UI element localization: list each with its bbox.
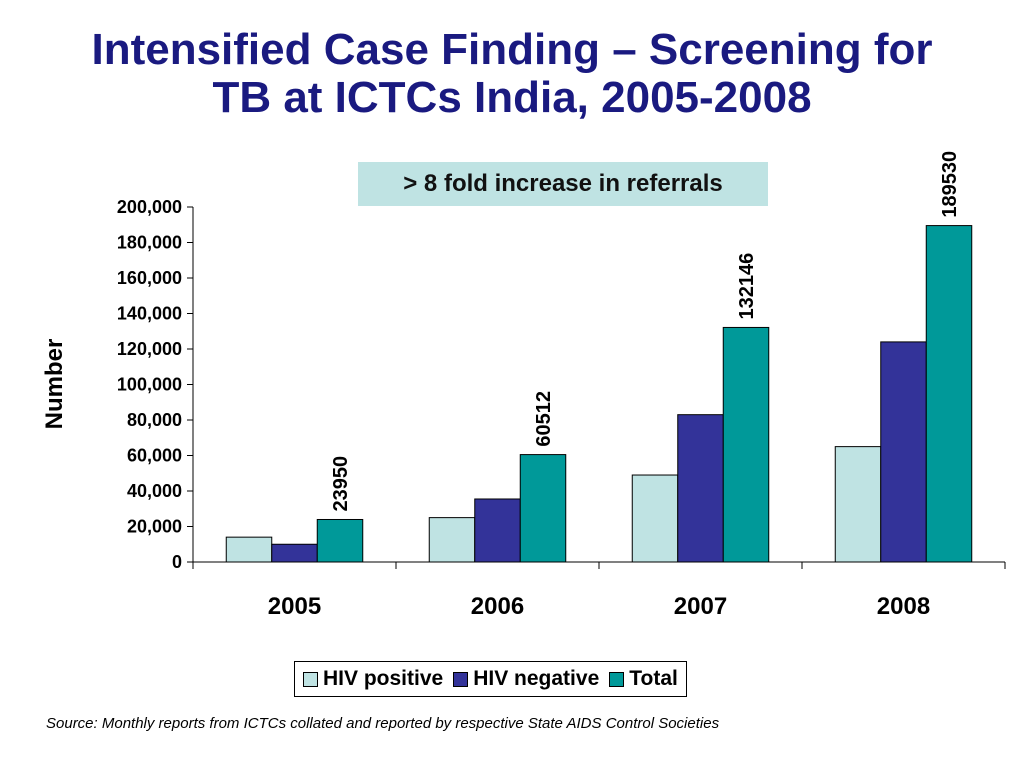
data-labels: 23950 60512 132146 189530 [330,151,961,512]
bar-hiv-negative [271,543,318,563]
y-tick-label: 0 [172,552,182,572]
bar-hiv-positive [428,517,476,563]
data-label: 23950 [330,456,352,512]
slide-title: Intensified Case Finding – Screening for… [0,26,1024,122]
y-tick-label: 140,000 [117,304,182,324]
data-label: 189530 [939,151,961,218]
x-category-label: 2007 [674,593,727,620]
legend: HIV positive HIV negative Total [294,661,687,697]
y-tick-label: 80,000 [127,410,182,430]
data-label: 132146 [736,253,758,320]
legend-label: HIV negative [473,667,600,690]
callout-box: > 8 fold increase in referrals [358,162,768,206]
y-tick-label: 160,000 [117,268,182,288]
bar-hiv-positive [225,536,273,563]
y-tick-label: 100,000 [117,375,182,395]
bar-total [519,454,567,563]
bar-hiv-negative [677,414,724,563]
bar-total [316,518,364,563]
bar-total [925,225,973,563]
y-tick-label: 180,000 [117,233,182,253]
legend-label: Total [629,667,678,690]
title-line-1: Intensified Case Finding – Screening for [91,25,933,74]
bar-hiv-positive [631,474,679,563]
data-label: 60512 [533,391,555,447]
legend-item: HIV negative [453,667,599,691]
source-note: Source: Monthly reports from ICTCs colla… [46,715,720,732]
x-category-label: 2008 [877,593,930,620]
x-category-label: 2005 [268,593,321,620]
legend-label: HIV positive [323,667,444,690]
legend-swatch [453,671,469,687]
y-axis-title: Number [41,339,68,430]
y-tick-label: 60,000 [127,446,182,466]
x-category-label: 2006 [471,593,524,620]
legend-item: HIV positive [303,667,443,691]
bar-hiv-negative [474,498,521,563]
bar-hiv-positive [834,446,882,563]
x-axis: 2005 2006 2007 2008 [192,561,1006,620]
bar-hiv-negative [880,341,927,563]
legend-swatch [303,671,318,687]
y-tick-label: 120,000 [117,339,182,359]
y-tick-label: 40,000 [127,481,182,501]
title-line-2: TB at ICTCs India, 2005-2008 [212,73,812,122]
bars [225,225,973,563]
y-axis: 0 20,000 40,000 60,000 80,000 100,000 120,000 1… [117,197,194,572]
legend-item: Total [609,667,678,691]
legend-swatch [609,671,625,687]
y-tick-label: 200,000 [117,197,182,217]
y-tick-label: 20,000 [127,517,182,537]
bar-total [722,326,770,563]
